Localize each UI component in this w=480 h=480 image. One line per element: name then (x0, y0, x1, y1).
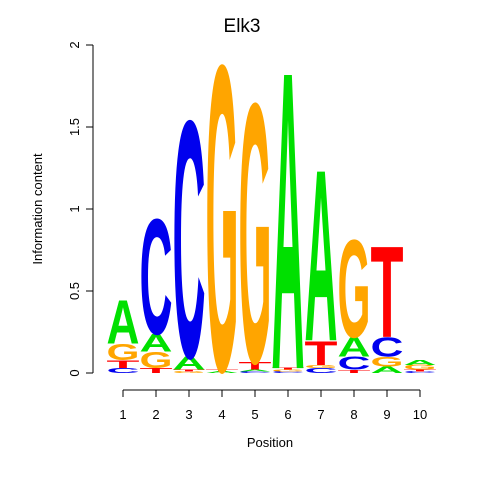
logo-letter-G: G (371, 354, 404, 370)
x-tick-label: 1 (119, 407, 126, 422)
logo-letter-G: G (173, 371, 206, 374)
logo-letter-A: A (404, 358, 437, 366)
logo-letter-A: A (140, 329, 173, 357)
x-axis-ticks: 1 2 3 4 5 6 7 8 9 10 (119, 390, 427, 422)
logo-letter-T: T (272, 368, 305, 371)
logo-letter-A: A (305, 119, 338, 393)
logo-letter-C: C (239, 371, 272, 374)
logo-letter-G: G (206, 0, 239, 463)
logo-letter-C: C (173, 51, 206, 429)
logo-letter-G: G (305, 364, 338, 369)
x-tick-label: 9 (383, 407, 390, 422)
logo-letter-C: C (338, 354, 371, 374)
logo-letter-T: T (305, 334, 338, 373)
logo-letter-T: T (239, 360, 272, 373)
logo-letter-C: C (272, 371, 305, 374)
logo-letter-G: G (338, 211, 371, 367)
logo-letter-A: A (107, 288, 140, 357)
logo-letter-C: C (107, 367, 140, 375)
x-tick-label: 2 (152, 407, 159, 422)
logo-letter-T: T (371, 221, 404, 366)
logo-letter-T: T (206, 369, 239, 372)
y-tick-label: 1.5 (67, 118, 82, 136)
logo-letter-A: A (272, 0, 305, 459)
x-tick-label: 10 (413, 407, 427, 422)
x-tick-label: 3 (185, 407, 192, 422)
logo-letter-G: G (404, 364, 437, 371)
x-tick-label: 5 (251, 407, 258, 422)
logo-letter-G: G (272, 369, 305, 372)
x-axis-label: Position (247, 435, 293, 450)
logo-letter-T: T (338, 369, 371, 374)
logo-letter-G: G (140, 348, 173, 374)
y-axis-label: Information content (30, 153, 45, 265)
logo-letter-T: T (404, 369, 437, 372)
x-tick-label: 7 (317, 407, 324, 422)
logo-letter-C: C (140, 184, 173, 369)
logo-letter-A: A (206, 371, 239, 374)
y-tick-label: 2 (67, 41, 82, 48)
logo-letter-T: T (140, 367, 174, 375)
logo-letter-A: A (239, 369, 272, 372)
x-tick-label: 8 (350, 407, 357, 422)
logo-letter-A: A (338, 332, 371, 363)
y-axis-ticks: 0 0.5 1 1.5 2 (67, 41, 93, 377)
logo-letter-C: C (305, 367, 338, 375)
logo-letter-T: T (173, 369, 206, 372)
chart-title: Elk3 (224, 16, 261, 37)
logo-letter-A: A (173, 354, 206, 374)
logo-letter-G: G (239, 26, 272, 440)
logo-letter-G: G (107, 340, 140, 366)
y-tick-label: 1 (67, 205, 82, 212)
y-tick-label: 0 (67, 369, 82, 376)
x-tick-label: 6 (284, 407, 291, 422)
y-tick-label: 0.5 (67, 282, 82, 300)
logo-letter-C: C (404, 371, 437, 374)
logo-letter-A: A (371, 365, 404, 375)
logo-letter-T: T (107, 358, 140, 371)
logo-letter-C: C (371, 332, 404, 363)
x-tick-label: 4 (218, 407, 225, 422)
